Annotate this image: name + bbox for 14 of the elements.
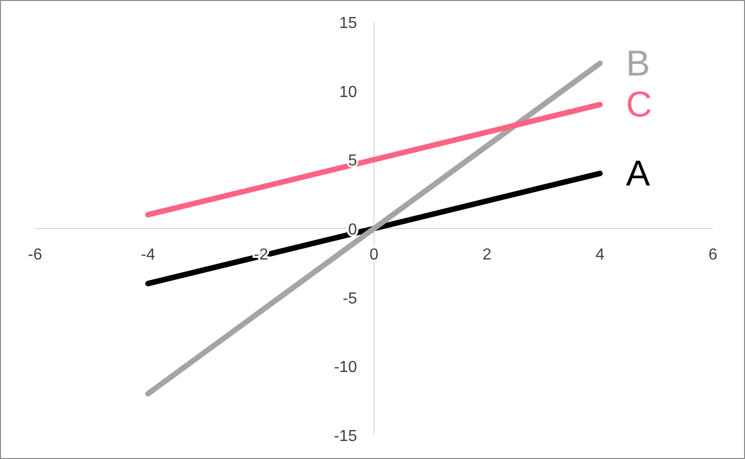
y-tick-label: -10 (334, 359, 358, 376)
y-tick-label: -15 (334, 428, 358, 445)
y-tick-label: -5 (342, 290, 358, 308)
x-tick-label: -6 (28, 246, 42, 264)
series-label: A (626, 152, 650, 194)
series-label: C (626, 84, 652, 125)
y-tick-label: 10 (339, 84, 358, 101)
series-label: B (626, 42, 650, 84)
x-tick-label: 4 (596, 246, 605, 264)
x-tick-label: 6 (708, 246, 718, 264)
x-tick-label: 0 (370, 246, 379, 264)
y-tick-label: 15 (339, 15, 358, 32)
x-tick-label: 2 (482, 246, 492, 264)
x-tick-label: -4 (140, 246, 156, 264)
